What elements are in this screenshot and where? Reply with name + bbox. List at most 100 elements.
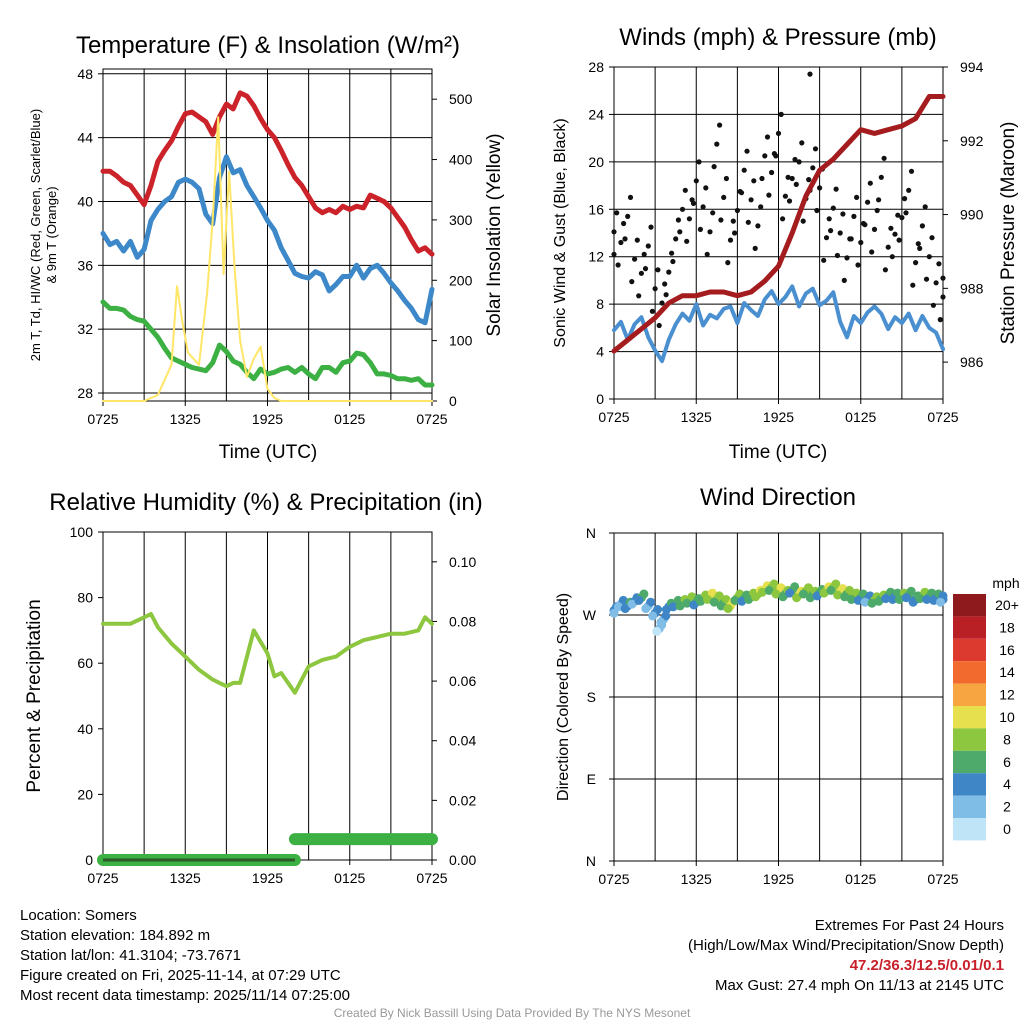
- gust-point: [718, 217, 724, 223]
- gust-point: [867, 180, 873, 186]
- wind-direction-point: [661, 605, 671, 614]
- speed-legend-swatch: [953, 638, 986, 662]
- wind-direction-point: [874, 596, 884, 606]
- gust-point: [642, 266, 649, 272]
- wind-ytick-label: 24: [588, 106, 604, 122]
- gust-point: [717, 122, 723, 128]
- panel-3-xtick-label: 0725: [927, 871, 958, 887]
- panel-1-xtick-label: 0725: [927, 409, 958, 425]
- latlon-text: Station lat/lon: 41.3104; -73.7671: [20, 947, 242, 964]
- wind-direction-point: [716, 601, 726, 611]
- wind-direction-point: [867, 598, 877, 608]
- precip-ytick-label: 0.08: [449, 613, 476, 629]
- pressure-ytick-label: 988: [960, 280, 984, 296]
- gust-point: [711, 164, 717, 170]
- wind-direction-point: [757, 587, 767, 597]
- gust-point: [913, 260, 919, 266]
- speed-legend-label: 18: [999, 619, 1015, 635]
- gust-point: [806, 177, 812, 183]
- speed-legend-swatch: [953, 616, 986, 639]
- insolation-ytick-label: 100: [449, 333, 473, 349]
- gust-point: [755, 223, 761, 229]
- wind-ytick-label: 28: [588, 59, 604, 75]
- max-gust-text: Max Gust: 27.4 mph On 11/13 at 2145 UTC: [714, 977, 1004, 994]
- panel-2-xtick-label: 0125: [334, 870, 365, 886]
- gust-point: [741, 167, 747, 173]
- gust-point: [874, 207, 880, 214]
- panel-0-xtick-label: 1925: [252, 411, 283, 427]
- gust-point: [758, 204, 764, 210]
- gust-point: [937, 317, 943, 323]
- temp-ytick-label: 44: [77, 130, 93, 146]
- gust-point: [926, 254, 932, 260]
- speed-legend-label: 2: [1003, 799, 1011, 815]
- panel-1-title: Winds (mph) & Pressure (mb): [619, 24, 936, 51]
- gust-point: [723, 175, 730, 182]
- speed-legend-label: 4: [1003, 776, 1011, 792]
- gust-point: [892, 231, 898, 237]
- speed-legend-swatch: [953, 683, 986, 706]
- wind-ytick-label: 12: [588, 249, 604, 265]
- gust-point: [889, 254, 895, 260]
- gust-point: [652, 286, 658, 292]
- wind-direction-point: [785, 588, 795, 598]
- gust-point: [834, 252, 841, 259]
- wind-direction-point: [805, 593, 815, 603]
- gust-point: [940, 294, 946, 300]
- temp-series-dew-point-line: [100, 299, 435, 388]
- speed-legend-label: 6: [1003, 754, 1011, 770]
- wind-direction-point: [751, 592, 760, 602]
- gust-point: [656, 322, 662, 329]
- wind-direction-point: [812, 591, 822, 601]
- wind-direction-point: [639, 589, 649, 599]
- wind-direction-point: [689, 600, 699, 610]
- gust-point: [621, 220, 627, 227]
- gust-point: [851, 213, 857, 219]
- wind-direction-point: [714, 591, 724, 601]
- insolation-ytick-label: 400: [449, 152, 473, 168]
- gust-point: [744, 148, 750, 154]
- gust-point: [634, 237, 640, 243]
- gust-point: [710, 210, 716, 216]
- wind-direction-point: [682, 598, 692, 608]
- speed-legend-title: mph: [992, 575, 1019, 591]
- gust-point: [693, 178, 699, 184]
- rh-ytick-label: 80: [77, 590, 93, 606]
- gust-point: [871, 226, 878, 232]
- station-pressure-line: [611, 94, 946, 354]
- gust-point: [895, 212, 901, 218]
- precip-ytick-label: 0.10: [449, 554, 476, 570]
- temp-series-2m-temperature-line: [100, 90, 435, 257]
- wind-direction-point: [648, 611, 658, 621]
- meteogram-figure: Temperature (F) & Insolation (W/m²) 0725 1…: [24, 24, 1020, 887]
- dir-ytick-label: N: [586, 853, 596, 869]
- max-gust-point: [807, 71, 813, 77]
- gust-point: [704, 251, 710, 257]
- speed-legend-label: 8: [1003, 731, 1011, 747]
- gust-point: [910, 282, 916, 288]
- wind-direction-point: [792, 593, 802, 603]
- gust-point: [855, 262, 861, 268]
- gust-point: [841, 277, 847, 283]
- wind-direction-point: [707, 588, 717, 598]
- gust-point: [915, 241, 921, 247]
- wind-direction-point: [908, 597, 918, 607]
- wind-ytick-label: 0: [596, 391, 604, 407]
- gust-point: [645, 243, 651, 249]
- wind-ytick-label: 20: [588, 154, 604, 170]
- speed-legend-swatch: [953, 773, 986, 796]
- gust-point: [810, 165, 816, 171]
- speed-legend-swatch: [953, 795, 986, 818]
- gust-point: [903, 210, 909, 216]
- gust-point: [762, 153, 768, 159]
- gust-point: [800, 218, 806, 224]
- wind-direction-point: [696, 596, 706, 606]
- wind-direction-point: [744, 595, 754, 604]
- gust-point: [862, 222, 868, 228]
- temp-series-solar-insolation-line: [102, 116, 433, 402]
- gust-point: [679, 206, 686, 212]
- speed-legend-label: 16: [999, 642, 1015, 658]
- gust-point: [896, 237, 902, 243]
- gust-point: [611, 251, 617, 257]
- gust-point: [690, 200, 697, 206]
